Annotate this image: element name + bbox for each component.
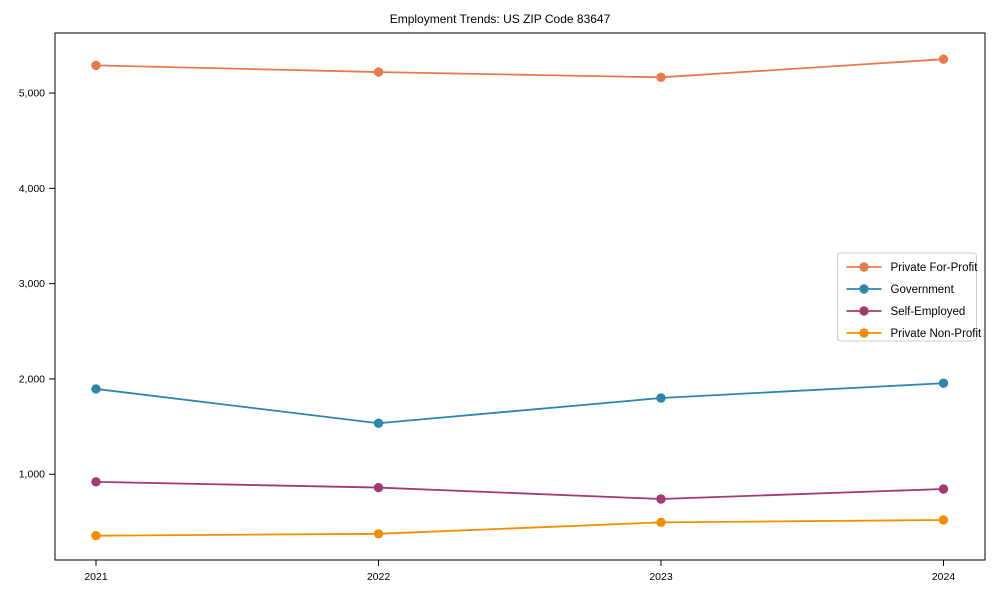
legend-label: Self-Employed	[891, 306, 966, 318]
plot-frame	[54, 32, 986, 561]
legend: Private For-Profit Government Self-Employe…	[837, 252, 983, 342]
data-point-marker	[938, 515, 949, 525]
series-private-non-profit	[91, 515, 949, 541]
series-line	[95, 519, 944, 537]
legend-marker-dot	[859, 306, 869, 316]
y-tick-label: 1,000	[19, 469, 45, 481]
legend-label: Private For-Profit	[891, 262, 979, 274]
x-axis: 2021 2022 2023 2024	[84, 560, 955, 583]
y-tick-label: 2,000	[19, 373, 45, 385]
x-tick-label: 2023	[649, 571, 673, 583]
legend-marker-dot	[859, 328, 869, 338]
data-point-marker	[373, 529, 384, 539]
legend-marker-dot	[859, 284, 869, 294]
data-point-marker	[91, 384, 101, 394]
legend-item: Private Non-Profit	[846, 328, 983, 340]
legend-label: Private Non-Profit	[891, 328, 983, 340]
legend-marker-dot	[859, 262, 869, 272]
data-point-marker	[938, 484, 949, 494]
data-point-marker	[938, 378, 949, 388]
legend-item: Government	[846, 284, 955, 296]
data-point-marker	[656, 393, 666, 403]
x-tick-label: 2024	[932, 571, 956, 583]
legend-item: Self-Employed	[846, 306, 966, 318]
legend-item: Private For-Profit	[846, 262, 979, 274]
series-line	[95, 382, 944, 425]
y-axis: 1,000 2,000 3,000 4,000 5,000	[19, 88, 55, 481]
data-point-marker	[91, 530, 101, 541]
legend-box	[837, 252, 977, 342]
series-line	[95, 480, 944, 500]
series-self-employed	[91, 477, 949, 504]
data-point-marker	[938, 54, 949, 64]
legend-label: Government	[891, 284, 955, 296]
data-point-marker	[373, 418, 384, 428]
series-government	[91, 378, 949, 428]
y-tick-label: 5,000	[19, 88, 45, 100]
x-tick-label: 2021	[84, 571, 108, 583]
y-tick-label: 3,000	[19, 278, 45, 290]
data-point-marker	[373, 67, 384, 77]
x-tick-label: 2022	[367, 571, 391, 583]
data-point-marker	[656, 72, 666, 83]
data-point-marker	[91, 60, 101, 71]
data-point-marker	[373, 482, 384, 493]
series-private-for-profit	[91, 54, 949, 83]
series-line	[95, 58, 944, 79]
data-point-marker	[656, 494, 666, 504]
y-tick-label: 4,000	[19, 183, 45, 195]
chart-title: Employment Trends: US ZIP Code 83647	[390, 12, 611, 26]
data-point-marker	[91, 477, 101, 487]
data-point-marker	[656, 517, 666, 528]
